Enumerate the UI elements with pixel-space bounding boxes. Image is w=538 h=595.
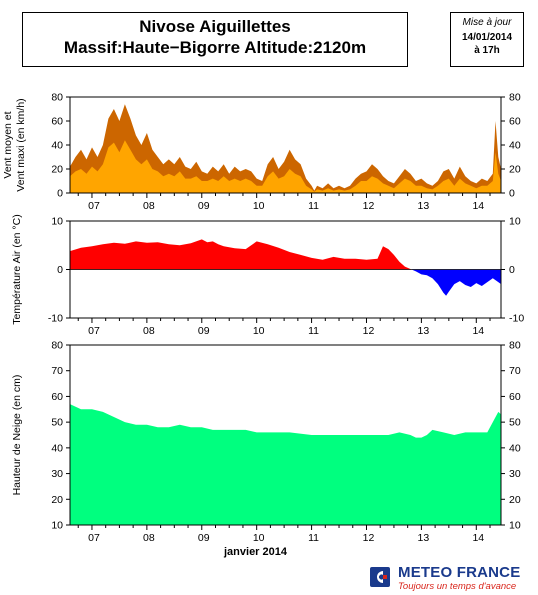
wind-ytick-label-left: 80 [51,92,63,104]
update-box: Mise à jour 14/01/2014 à 17h [450,12,524,67]
temperature-ytick-label-left: 0 [57,264,63,276]
snow-ytick-label-left: 20 [51,494,63,506]
snow-ytick-label-right: 80 [509,340,521,352]
title-box: Nivose Aiguillettes Massif:Haute−Bigorre… [22,12,408,67]
snow-ytick-label-left: 80 [51,340,63,352]
snow-xlabel: janvier 2014 [223,546,288,558]
temperature-xtick-label: 14 [472,325,484,337]
wind-ytick-label-left: 20 [51,164,63,176]
temperature-xtick-label: 07 [88,325,100,337]
wind-ytick-label-left: 40 [51,140,63,152]
wind-ytick-label-right: 0 [509,188,515,200]
meteo-france-logo: METEO FRANCE Toujours un temps d'avance [370,565,536,593]
temperature-ytick-label-right: 10 [509,216,521,228]
snow-chart: 10 10 20 20 30 30 40 40 50 50 60 60 70 70 80 80 07 08 09 10… [11,340,521,559]
temperature-xtick-label: 08 [143,325,155,337]
snow-ytick-label-right: 60 [509,391,521,403]
snow-ytick-label-right: 40 [509,442,521,454]
wind-ylabel: Vent moyen etVent maxi (en km/h) [2,98,27,191]
wind-ytick-label-right: 20 [509,164,521,176]
snow-ytick-label-left: 30 [51,468,63,480]
snow-ylabel: Hauteur de Neige (en cm) [11,375,23,496]
update-date: 14/01/2014 [461,32,513,43]
temperature-ylabel: Température Air (en °C) [11,214,23,324]
temperature-chart: -10 -10 0 0 10 10 07 08 09 10 11 12 13 14 Température … [11,214,524,337]
snow-ytick-label-right: 70 [509,365,521,377]
wind-xtick-label: 12 [363,200,375,212]
snow-xtick-label: 10 [253,532,265,544]
snow-xtick-label: 09 [198,532,210,544]
temperature-xtick-label: 11 [308,325,319,337]
snow-ytick-label-left: 10 [51,520,63,532]
snow-ytick-label-left: 60 [51,391,63,403]
snow-xtick-label: 07 [88,532,100,544]
temperature-xtick-label: 12 [363,325,375,337]
temperature-xtick-label: 10 [253,325,265,337]
meteo-france-logo-icon [370,567,390,587]
wind-series-max [70,104,501,193]
wind-ytick-label-right: 80 [509,92,521,104]
temperature-ytick-label-left: -10 [48,313,63,325]
snow-xtick-label: 13 [418,532,430,544]
wind-ytick-label-right: 60 [509,116,521,128]
wind-xtick-label: 13 [418,200,430,212]
temperature-ytick-label-right: -10 [509,313,524,325]
snow-ytick-label-right: 20 [509,494,521,506]
brand-name: METEO FRANCE [398,564,521,581]
station-title: Nivose Aiguillettes [139,17,291,36]
temperature-xtick-label: 09 [198,325,210,337]
temperature-series-positive [70,239,501,270]
temperature-series-negative [70,269,501,296]
wind-xtick-label: 08 [143,200,155,212]
wind-chart: 0 0 20 20 40 40 60 60 80 80 07 08 09 10 11 12 13 14 Vent m… [2,92,521,213]
snow-xtick-label: 12 [363,532,375,544]
temperature-ytick-label-left: 10 [51,216,63,228]
snow-ytick-label-right: 30 [509,468,521,480]
snow-ytick-label-right: 10 [509,520,521,532]
snow-ytick-label-left: 50 [51,417,63,429]
wind-xtick-label: 10 [253,200,265,212]
wind-series-mean [70,140,501,193]
snow-ytick-label-right: 50 [509,417,521,429]
wind-xtick-label: 07 [88,200,100,212]
wind-xtick-label: 11 [308,200,319,212]
wind-xtick-label: 09 [198,200,210,212]
snow-xtick-label: 14 [472,532,484,544]
wind-xtick-label: 14 [472,200,484,212]
temperature-ytick-label-right: 0 [509,264,515,276]
snow-series-snow [70,404,501,525]
station-subtitle: Massif:Haute−Bigorre Altitude:2120m [63,38,367,57]
snow-xtick-label: 11 [308,532,319,544]
update-time: à 17h [474,45,500,56]
snow-frame [69,344,502,526]
snow-ytick-label-left: 70 [51,365,63,377]
wind-ytick-label-left: 60 [51,116,63,128]
snow-ytick-label-left: 40 [51,442,63,454]
wind-ytick-label-right: 40 [509,140,521,152]
update-label: Mise à jour [462,17,512,28]
temperature-xtick-label: 13 [418,325,430,337]
wind-ytick-label-left: 0 [57,188,63,200]
brand-tagline: Toujours un temps d'avance [398,581,517,592]
snow-xtick-label: 08 [143,532,155,544]
